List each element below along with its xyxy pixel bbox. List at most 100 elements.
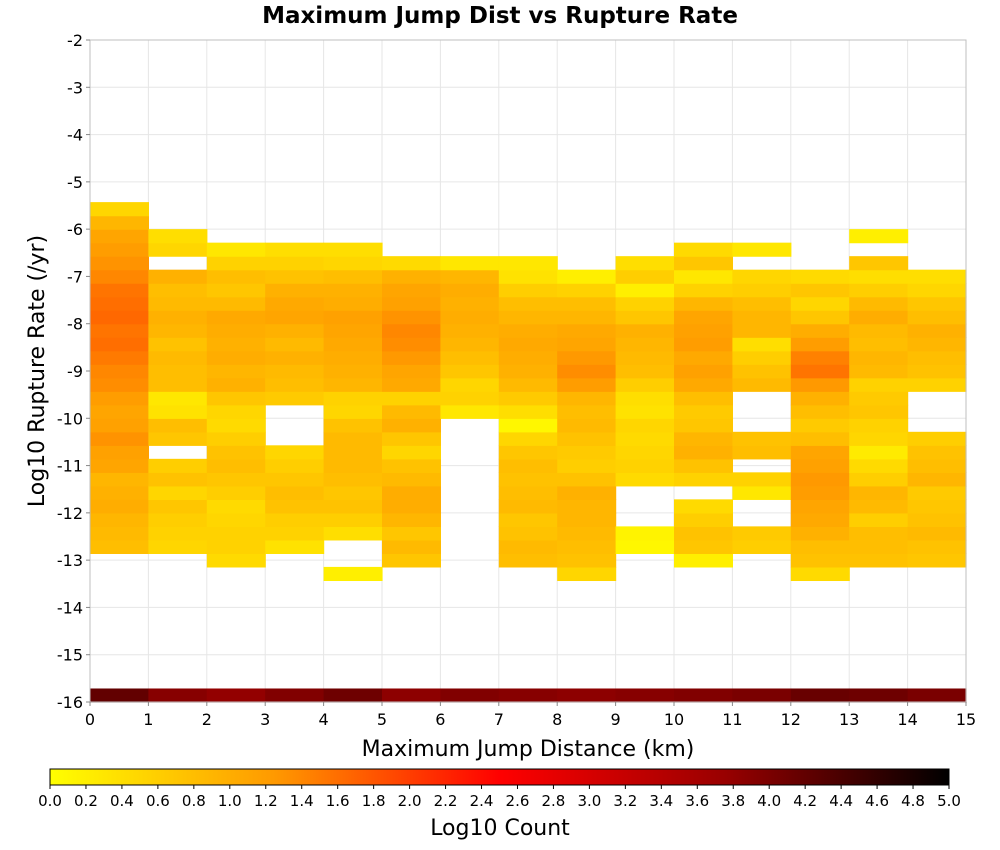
- heatmap-cell: [382, 431, 441, 446]
- heatmap-cell: [265, 512, 325, 527]
- heatmap-cell: [849, 431, 909, 446]
- heatmap-cell: [674, 310, 733, 325]
- heatmap-cell: [498, 323, 558, 338]
- heatmap-cell: [615, 391, 675, 406]
- heatmap-cell: [907, 526, 967, 541]
- heatmap-cell: [557, 404, 617, 419]
- heatmap-cell: [206, 377, 266, 392]
- heatmap-cell: [849, 391, 909, 406]
- heatmap-cell: [206, 323, 266, 338]
- heatmap-cell: [265, 350, 325, 365]
- heatmap-cell: [323, 688, 383, 703]
- heatmap-cell: [148, 364, 208, 379]
- heatmap-cell: [907, 688, 967, 703]
- heatmap-cell: [148, 296, 208, 311]
- x-tick-label: 13: [839, 710, 859, 729]
- x-axis-ticks: 0 1 2 3 4 5 6 7 8 9 10 11 12 13 14 15: [85, 702, 976, 729]
- heatmap-cell: [907, 512, 967, 527]
- heatmap-cell: [849, 526, 909, 541]
- heatmap-cell: [557, 350, 617, 365]
- heatmap-cell: [265, 526, 325, 541]
- heatmap-cell: [382, 364, 441, 379]
- heatmap-cell: [674, 512, 733, 527]
- colorbar-tick-label: 2.4: [470, 792, 494, 810]
- heatmap-cell: [849, 512, 909, 527]
- heatmap-cell: [615, 445, 675, 460]
- heatmap-cell: [849, 350, 909, 365]
- heatmap-cell: [440, 283, 500, 298]
- heatmap-cell: [382, 269, 441, 284]
- heatmap-cell: [90, 485, 149, 500]
- heatmap-cell: [674, 242, 733, 257]
- heatmap-cell: [148, 242, 208, 257]
- heatmap-cell: [557, 377, 617, 392]
- heatmap-cell: [907, 269, 967, 284]
- x-tick-label: 1: [143, 710, 153, 729]
- heatmap-cell: [498, 377, 558, 392]
- heatmap-cell: [382, 350, 441, 365]
- heatmap-cell: [790, 458, 850, 473]
- heatmap-cell: [382, 377, 441, 392]
- heatmap-cell: [323, 310, 383, 325]
- heatmap-cell: [90, 229, 149, 244]
- x-tick-label: 3: [260, 710, 270, 729]
- heatmap-cell: [732, 242, 792, 257]
- colorbar-tick-label: 0.8: [182, 792, 206, 810]
- heatmap-cell: [498, 485, 558, 500]
- heatmap-cell: [206, 242, 266, 257]
- heatmap-cell: [498, 512, 558, 527]
- y-tick-label: -7: [67, 267, 83, 286]
- heatmap-cell: [615, 688, 675, 703]
- heatmap-cell: [790, 499, 850, 514]
- heatmap-cell: [557, 337, 617, 352]
- heatmap-cell: [557, 566, 617, 582]
- heatmap-cell: [323, 526, 383, 541]
- y-tick-label: -3: [67, 78, 83, 97]
- heatmap-cell: [440, 310, 500, 325]
- heatmap-cell: [382, 539, 441, 554]
- colorbar-tick-label: 0.2: [74, 792, 98, 810]
- heatmap-cell: [323, 418, 383, 433]
- heatmap-cell: [674, 539, 733, 554]
- heatmap-cell: [265, 499, 325, 514]
- heatmap-cell: [206, 526, 266, 541]
- heatmap-cell: [907, 445, 967, 460]
- heatmap-cell: [90, 215, 149, 230]
- heatmap-cell: [732, 323, 792, 338]
- heatmap-cell: [557, 445, 617, 460]
- heatmap-cell: [674, 404, 733, 419]
- heatmap-cell: [557, 418, 617, 433]
- heatmap-cell: [206, 256, 266, 271]
- heatmap-cell: [790, 512, 850, 527]
- heatmap-cell: [498, 458, 558, 473]
- heatmap-cell: [849, 404, 909, 419]
- heatmap-cell: [790, 526, 850, 541]
- heatmap-cell: [732, 445, 792, 460]
- y-tick-label: -11: [57, 457, 83, 476]
- heatmap-cell: [148, 377, 208, 392]
- heatmap-cell: [849, 323, 909, 338]
- heatmap-cell: [907, 350, 967, 365]
- heatmap-cell: [148, 431, 208, 446]
- heatmap-cell: [790, 418, 850, 433]
- heatmap-cell: [615, 364, 675, 379]
- heatmap-cell: [323, 485, 383, 500]
- heatmap-cell: [265, 472, 325, 487]
- heatmap-cell: [90, 431, 149, 446]
- heatmap-cell: [849, 269, 909, 284]
- x-axis-label: Maximum Jump Distance (km): [362, 737, 695, 762]
- heatmap-cell: [498, 688, 558, 703]
- heatmap-cell: [557, 485, 617, 500]
- heatmap-cell: [90, 256, 149, 271]
- heatmap-cell: [323, 377, 383, 392]
- heatmap-cell: [323, 337, 383, 352]
- heatmap-cell: [382, 526, 441, 541]
- colorbar-tick-label: 3.0: [577, 792, 601, 810]
- heatmap-cell: [206, 337, 266, 352]
- heatmap-cell: [206, 512, 266, 527]
- heatmap-cell: [148, 310, 208, 325]
- heatmap-cell: [90, 688, 149, 703]
- heatmap-cell: [265, 364, 325, 379]
- heatmap-cell: [790, 283, 850, 298]
- heatmap-cell: [440, 404, 500, 419]
